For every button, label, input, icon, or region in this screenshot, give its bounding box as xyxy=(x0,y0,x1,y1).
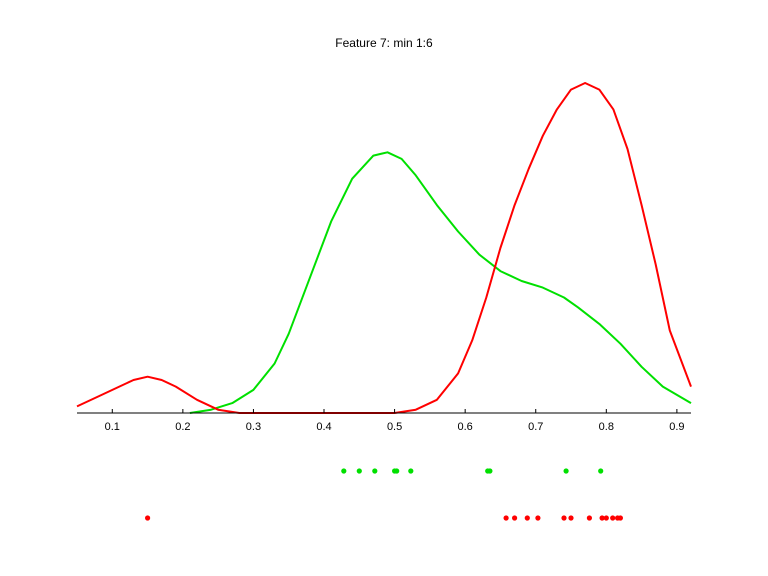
sample-point xyxy=(524,515,530,521)
sample-points xyxy=(145,468,624,521)
chart-title: Feature 7: min 1:6 xyxy=(335,36,433,50)
sample-point xyxy=(394,468,400,474)
sample-point xyxy=(603,515,609,521)
x-axis-ticks: 0.1 0.2 0.3 0.4 0.5 0.6 0.7 0.8 0.9 xyxy=(105,409,685,433)
sample-point xyxy=(511,515,518,521)
x-tick-label: 0.9 xyxy=(669,421,684,433)
x-tick-label: 0.7 xyxy=(528,421,543,433)
x-tick-label: 0.6 xyxy=(458,421,473,433)
x-tick-label: 0.8 xyxy=(599,421,614,433)
density-curve-2 xyxy=(76,82,692,414)
density-curves xyxy=(76,82,692,414)
sample-point xyxy=(145,515,151,521)
x-tick-label: 0.3 xyxy=(246,421,261,433)
sample-point xyxy=(503,515,509,521)
sample-point xyxy=(561,515,567,521)
sample-point xyxy=(586,515,593,521)
x-tick-label: 0.4 xyxy=(316,421,331,433)
x-tick-label: 0.2 xyxy=(175,421,190,433)
sample-point xyxy=(372,468,378,474)
sample-point xyxy=(598,468,604,474)
x-tick-label: 0.1 xyxy=(105,421,120,433)
sample-point xyxy=(617,515,624,521)
sample-point xyxy=(408,468,414,474)
density-curve-1 xyxy=(189,151,692,414)
sample-point xyxy=(356,468,362,474)
sample-point xyxy=(535,515,541,521)
sample-point xyxy=(563,468,569,474)
sample-point xyxy=(568,515,574,521)
sample-point xyxy=(599,515,605,521)
sample-point xyxy=(341,468,347,474)
sample-point xyxy=(610,515,616,521)
sample-point xyxy=(487,468,493,474)
x-tick-label: 0.5 xyxy=(387,421,402,433)
